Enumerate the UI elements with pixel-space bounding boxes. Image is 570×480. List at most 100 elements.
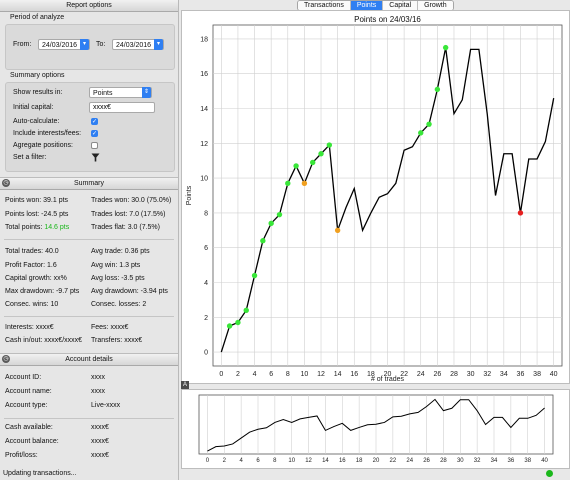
y-tick-label: 12: [200, 141, 208, 148]
profit-loss-label: Profit/loss:: [5, 452, 38, 459]
tab-transactions[interactable]: Transactions: [298, 1, 351, 10]
auto-calculate-checkbox[interactable]: ✓: [91, 118, 98, 125]
y-tick-label: 10: [200, 176, 208, 183]
trade-marker-loss: [517, 210, 524, 216]
y-axis-label: Points: [186, 185, 193, 205]
account-type-value: Live-xxxx: [91, 402, 121, 409]
profit-loss-value: xxxx€: [91, 452, 109, 459]
period-title: Period of analyze: [10, 14, 65, 21]
to-date-picker[interactable]: 24/03/2016 ▾: [112, 39, 164, 50]
transfers: Transfers: xxxx€: [91, 337, 143, 344]
trade-marker-win: [442, 44, 449, 51]
overview-chart[interactable]: 0 2 4 6 8 10 12 14 16 18 20 22 24 26 28 30 32 34 36 38 40: [182, 390, 569, 468]
y-tick-label: 0: [204, 350, 208, 357]
filter-icon[interactable]: [91, 153, 100, 162]
trade-marker-win: [251, 272, 258, 279]
x-tick-label: 36: [517, 371, 525, 378]
x-tick-label: 20: [384, 371, 392, 378]
x-tick-label: 12: [305, 458, 312, 464]
x-tick-label: 20: [373, 458, 380, 464]
summary-title: Summary: [74, 180, 104, 187]
trade-marker-win: [276, 211, 283, 218]
y-tick-label: 2: [204, 315, 208, 322]
x-tick-label: 28: [450, 371, 458, 378]
account-details-header[interactable]: ◷ Account details: [0, 353, 178, 366]
to-dropdown-icon[interactable]: ▾: [154, 39, 163, 50]
trade-marker-win: [226, 323, 233, 329]
from-date-picker[interactable]: 24/03/2016 ▾: [38, 39, 90, 50]
overview-chart-panel: 0 2 4 6 8 10 12 14 16 18 20 22 24 26 28 30 32 34 36 38 40: [181, 389, 570, 469]
from-date-value: 24/03/2016: [42, 42, 78, 49]
x-tick-label: 36: [508, 458, 515, 464]
report-options-title: Report options: [66, 2, 112, 9]
x-tick-label: 0: [219, 371, 223, 378]
account-balance-value: xxxx€: [91, 438, 109, 445]
interests: Interests: xxxx€: [5, 324, 54, 331]
x-tick-label: 8: [273, 458, 277, 464]
x-tick-label: 40: [541, 458, 548, 464]
trades-won: Trades won: 30.0 (75.0%): [91, 197, 172, 204]
collapse-account-icon[interactable]: ◷: [2, 355, 10, 363]
show-results-dropdown-icon[interactable]: ⇕: [142, 87, 151, 98]
y-tick-label: 14: [200, 106, 208, 113]
series-line: [207, 398, 545, 452]
tab-growth[interactable]: Growth: [418, 1, 453, 10]
trade-marker-win: [418, 130, 424, 136]
trade-marker-win: [260, 238, 266, 244]
aggregate-checkbox[interactable]: [91, 142, 98, 149]
include-interests-label: Include interests/fees:: [13, 130, 82, 137]
autoscale-button[interactable]: A: [181, 381, 189, 389]
divider: [4, 418, 174, 419]
include-interests-checkbox[interactable]: ✓: [91, 130, 98, 137]
x-tick-label: 16: [339, 458, 346, 464]
tab-capital[interactable]: Capital: [383, 1, 419, 10]
connection-status-icon: [546, 470, 553, 477]
points-chart[interactable]: 0 2 4 6 8 10 12 14 16 18 20 22 24 26 28 30 32 34 36 38 40024…: [182, 11, 569, 383]
capital-growth: Capital growth: xx%: [5, 275, 67, 282]
consec-wins: Consec. wins: 10: [5, 301, 59, 308]
account-name-label: Account name:: [5, 388, 52, 395]
avg-loss: Avg loss: -3.5 pts: [91, 275, 145, 282]
filter-label: Set a filter:: [13, 154, 47, 161]
x-tick-label: 10: [301, 371, 309, 378]
show-results-label: Show results in:: [13, 89, 63, 96]
avg-drawdown: Avg drawdown: -3.94 pts: [91, 288, 168, 295]
x-tick-label: 26: [423, 458, 430, 464]
x-tick-label: 2: [223, 458, 227, 464]
collapse-summary-icon[interactable]: ◷: [2, 179, 10, 187]
cash-in-out: Cash in/out: xxxx€/xxxx€: [5, 337, 83, 344]
auto-calculate-label: Auto-calculate:: [13, 118, 60, 125]
to-date-value: 24/03/2016: [116, 42, 152, 49]
x-tick-label: 6: [269, 371, 273, 378]
trade-marker-flat: [301, 180, 308, 187]
avg-trade: Avg trade: 0.36 pts: [91, 248, 150, 255]
y-tick-label: 4: [204, 280, 208, 287]
x-tick-label: 38: [533, 371, 541, 378]
trade-marker-win: [318, 151, 324, 157]
chart-title: Points on 24/03/16: [354, 15, 421, 24]
show-results-select[interactable]: Points ⇕: [89, 87, 152, 98]
tab-points[interactable]: Points: [350, 1, 384, 10]
y-tick-label: 6: [204, 245, 208, 252]
report-options-header[interactable]: Report options: [0, 0, 178, 12]
summary-header[interactable]: ◷ Summary: [0, 177, 178, 190]
summary-options-title: Summary options: [10, 72, 65, 79]
account-name-value: xxxx: [91, 388, 105, 395]
x-tick-label: 24: [417, 371, 425, 378]
points-lost: Points lost: -24.5 pts: [5, 211, 69, 218]
to-label: To:: [96, 41, 106, 48]
x-tick-label: 22: [400, 371, 408, 378]
x-tick-label: 0: [206, 458, 210, 464]
x-tick-label: 4: [239, 458, 243, 464]
initial-capital-input[interactable]: [89, 102, 155, 113]
from-dropdown-icon[interactable]: ▾: [80, 39, 89, 50]
trade-marker-win: [426, 121, 432, 127]
x-tick-label: 2: [236, 371, 240, 378]
total-points-value: 14.6 pts: [44, 224, 70, 231]
from-label: From:: [13, 41, 32, 48]
trade-marker-win: [268, 220, 274, 227]
cash-available-label: Cash available:: [5, 424, 53, 431]
avg-win: Avg win: 1.3 pts: [91, 262, 141, 269]
x-tick-label: 16: [350, 371, 358, 378]
x-tick-label: 22: [390, 458, 397, 464]
